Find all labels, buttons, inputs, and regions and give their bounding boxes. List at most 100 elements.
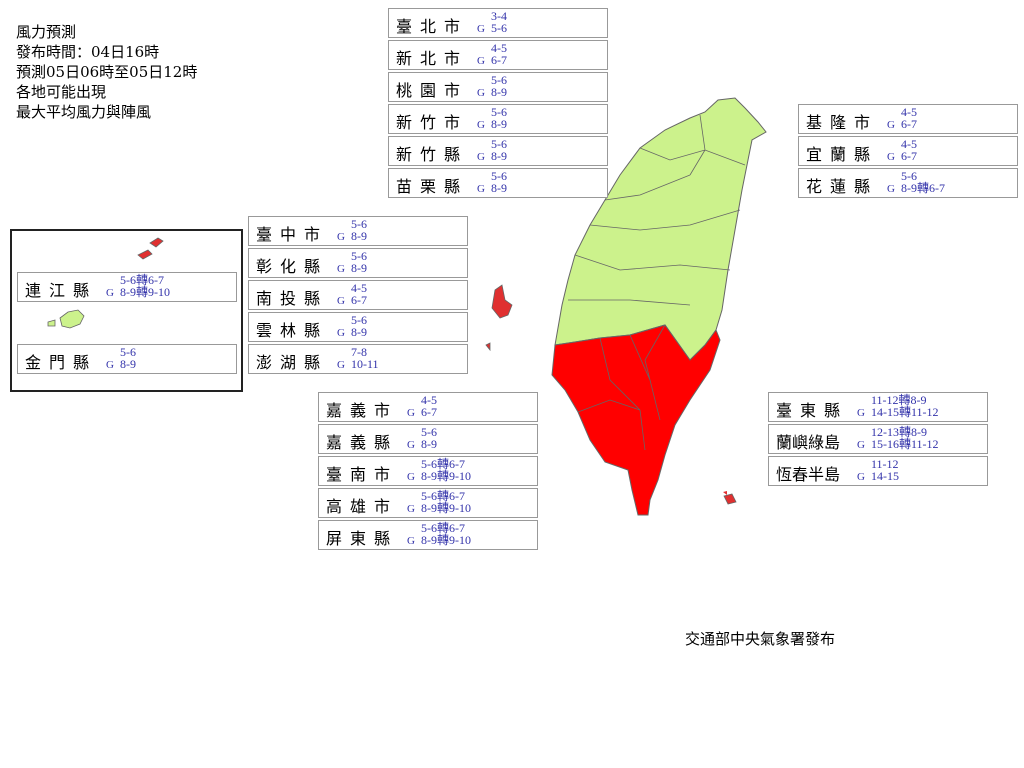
offshore-islands-inset bbox=[10, 229, 243, 392]
title-line: 各地可能出現 bbox=[16, 83, 107, 101]
gust-wind: 8-9轉9-10 bbox=[120, 285, 170, 299]
mean-wind: 4-5 bbox=[901, 105, 917, 119]
kinmen-island bbox=[47, 309, 85, 329]
region-name: 臺東縣 bbox=[776, 401, 849, 420]
mean-wind: 4-5 bbox=[351, 281, 367, 295]
gust-wind: 5-6 bbox=[491, 21, 507, 35]
region-name: 雲林縣 bbox=[256, 321, 329, 340]
region-wind-box: 基隆市 G 4-5 6-7 bbox=[798, 104, 1018, 134]
wind-values: 5-6 8-9 bbox=[351, 314, 367, 338]
gust-wind: 6-7 bbox=[901, 149, 917, 163]
gust-wind: 6-7 bbox=[421, 405, 437, 419]
green-island bbox=[723, 493, 737, 505]
wind-values: 5-6轉6-7 8-9轉9-10 bbox=[421, 458, 471, 482]
gust-label: G bbox=[106, 287, 114, 299]
region-name: 南投縣 bbox=[256, 289, 329, 308]
issuer-credit: 交通部中央氣象署發布 bbox=[685, 630, 836, 648]
mean-wind: 4-5 bbox=[491, 41, 507, 55]
region-wind-box: 嘉義市 G 4-5 6-7 bbox=[318, 392, 538, 422]
region-wind-box: 蘭嶼綠島 G 12-13轉8-9 15-16轉11-12 bbox=[768, 424, 988, 454]
mean-wind: 5-6 bbox=[901, 169, 917, 183]
wind-values: 5-6 8-9 bbox=[491, 74, 507, 98]
matsu-islands bbox=[137, 237, 164, 260]
gust-label: G bbox=[857, 439, 865, 451]
region-name: 臺南市 bbox=[326, 465, 399, 484]
mean-wind: 12-13轉8-9 bbox=[871, 425, 927, 439]
gust-wind: 8-9轉9-10 bbox=[421, 533, 471, 547]
forecast-title: 風力預測 發布時間：04日16時 預測05日06時至05日12時 各地可能出現 … bbox=[16, 22, 197, 122]
wind-values: 11-12 14-15 bbox=[871, 458, 899, 482]
mean-wind: 5-6轉6-7 bbox=[421, 489, 465, 503]
wind-values: 5-6 8-9 bbox=[351, 250, 367, 274]
region-name: 嘉義市 bbox=[326, 401, 399, 420]
county-borders bbox=[568, 114, 746, 451]
gust-label: G bbox=[337, 359, 345, 371]
wind-values: 3-4 5-6 bbox=[491, 10, 507, 34]
region-name: 宜蘭縣 bbox=[806, 145, 879, 164]
wind-values: 5-6轉6-7 8-9轉9-10 bbox=[120, 274, 170, 298]
wind-values: 4-5 6-7 bbox=[901, 106, 917, 130]
region-wind-box: 宜蘭縣 G 4-5 6-7 bbox=[798, 136, 1018, 166]
gust-label: G bbox=[887, 119, 895, 131]
region-name: 苗栗縣 bbox=[396, 177, 469, 196]
wind-values: 12-13轉8-9 15-16轉11-12 bbox=[871, 426, 939, 450]
region-wind-box: 澎湖縣 G 7-8 10-11 bbox=[248, 344, 468, 374]
gust-label: G bbox=[407, 503, 415, 515]
gust-wind: 8-9轉9-10 bbox=[421, 501, 471, 515]
penghu-islands bbox=[485, 284, 513, 352]
region-wind-box: 嘉義縣 G 5-6 8-9 bbox=[318, 424, 538, 454]
wind-values: 5-6 8-9 bbox=[351, 218, 367, 242]
region-name: 桃園市 bbox=[396, 81, 469, 100]
gust-wind: 8-9 bbox=[491, 149, 507, 163]
gust-wind: 14-15 bbox=[871, 469, 899, 483]
region-name: 花蓮縣 bbox=[806, 177, 879, 196]
region-wind-box: 恆春半島 G 11-12 14-15 bbox=[768, 456, 988, 486]
region-wind-box: 屏東縣 G 5-6轉6-7 8-9轉9-10 bbox=[318, 520, 538, 550]
mean-wind: 5-6 bbox=[491, 105, 507, 119]
wind-values: 5-6 8-9 bbox=[421, 426, 437, 450]
region-wind-box: 雲林縣 G 5-6 8-9 bbox=[248, 312, 468, 342]
mean-wind: 4-5 bbox=[901, 137, 917, 151]
gust-wind: 6-7 bbox=[351, 293, 367, 307]
region-wind-box: 新竹縣 G 5-6 8-9 bbox=[388, 136, 608, 166]
wind-values: 5-6 8-9 bbox=[491, 106, 507, 130]
gust-wind: 6-7 bbox=[901, 117, 917, 131]
mean-wind: 3-4 bbox=[491, 9, 507, 23]
wind-values: 5-6 8-9轉6-7 bbox=[901, 170, 945, 194]
mean-wind: 11-12 bbox=[871, 457, 899, 471]
gust-label: G bbox=[887, 183, 895, 195]
gust-wind: 8-9 bbox=[351, 261, 367, 275]
mean-wind: 7-8 bbox=[351, 345, 367, 359]
region-name: 嘉義縣 bbox=[326, 433, 399, 452]
gust-label: G bbox=[407, 471, 415, 483]
gust-label: G bbox=[337, 263, 345, 275]
region-wind-box: 彰化縣 G 5-6 8-9 bbox=[248, 248, 468, 278]
region-name: 恆春半島 bbox=[776, 465, 841, 484]
mean-wind: 5-6 bbox=[491, 169, 507, 183]
gust-label: G bbox=[337, 231, 345, 243]
gust-wind: 8-9 bbox=[421, 437, 437, 451]
region-wind-box: 臺南市 G 5-6轉6-7 8-9轉9-10 bbox=[318, 456, 538, 486]
region-wind-box: 臺北市 G 3-4 5-6 bbox=[388, 8, 608, 38]
region-wind-box: 新北市 G 4-5 6-7 bbox=[388, 40, 608, 70]
gust-wind: 6-7 bbox=[491, 53, 507, 67]
region-name: 基隆市 bbox=[806, 113, 879, 132]
wind-values: 5-6 8-9 bbox=[491, 138, 507, 162]
gust-wind: 14-15轉11-12 bbox=[871, 405, 939, 419]
mean-wind: 5-6 bbox=[120, 345, 136, 359]
gust-label: G bbox=[477, 87, 485, 99]
region-name: 彰化縣 bbox=[256, 257, 329, 276]
mean-wind: 5-6 bbox=[351, 217, 367, 231]
region-name: 臺北市 bbox=[396, 17, 469, 36]
region-name: 蘭嶼綠島 bbox=[776, 433, 841, 452]
issue-time: 發布時間：04日16時 bbox=[16, 43, 160, 61]
region-name: 連江縣 bbox=[25, 281, 98, 300]
region-wind-box: 苗栗縣 G 5-6 8-9 bbox=[388, 168, 608, 198]
region-name: 新竹市 bbox=[396, 113, 469, 132]
wind-values: 4-5 6-7 bbox=[901, 138, 917, 162]
wind-values: 11-12轉8-9 14-15轉11-12 bbox=[871, 394, 939, 418]
gust-label: G bbox=[477, 119, 485, 131]
gust-label: G bbox=[106, 359, 114, 371]
wind-values: 7-8 10-11 bbox=[351, 346, 379, 370]
